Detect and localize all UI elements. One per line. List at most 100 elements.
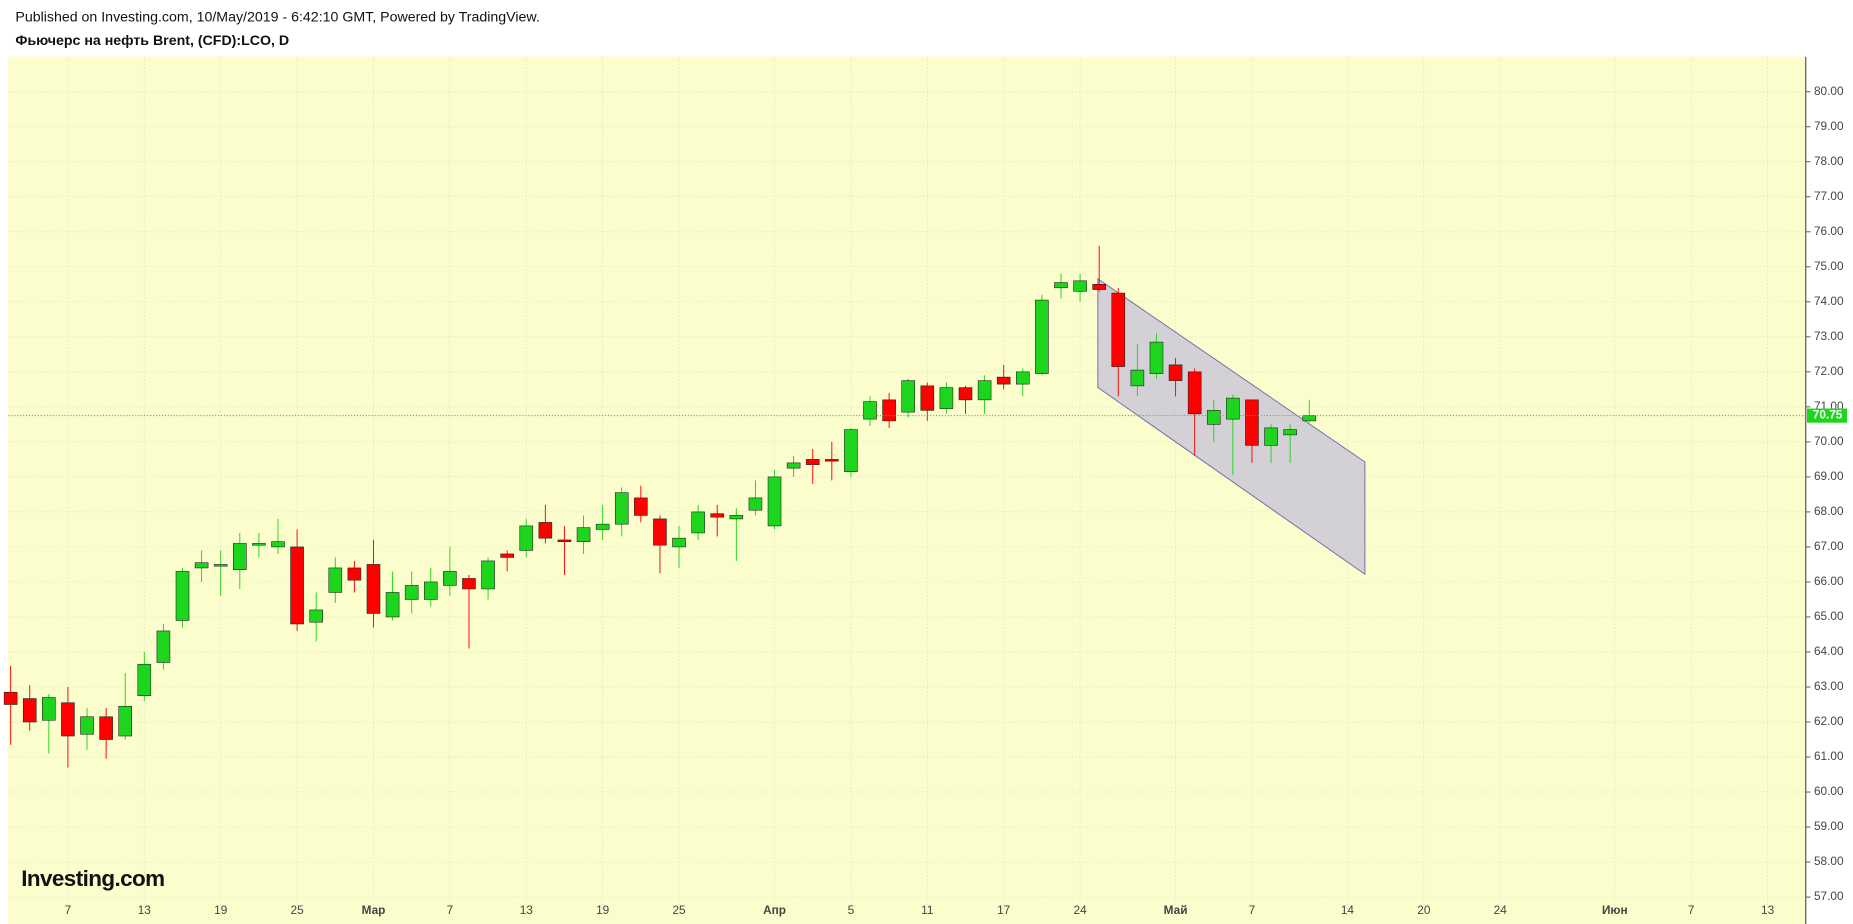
x-tick-label: 25 (672, 903, 686, 917)
candle-body (175, 571, 190, 621)
x-tick-label: 25 (291, 903, 305, 917)
x-tick-label: 7 (1688, 903, 1695, 917)
y-tick-label: 60.00 (1814, 784, 1844, 798)
candle-body (156, 630, 171, 663)
candle-body (271, 541, 285, 548)
candle-body (1187, 371, 1202, 415)
y-tick-label: 57.00 (1814, 889, 1844, 903)
candle-body (1264, 427, 1278, 446)
candle-body (767, 476, 782, 527)
candle-body (385, 592, 400, 618)
x-tick-label: 5 (848, 903, 855, 917)
y-tick-label: 77.00 (1814, 189, 1844, 203)
candle-body (80, 716, 94, 735)
candle-body (1054, 282, 1068, 289)
candle-body (939, 387, 954, 409)
y-tick-label: 69.00 (1814, 469, 1844, 483)
y-tick-label: 58.00 (1814, 854, 1844, 868)
plot-background (8, 56, 1806, 919)
candle-body (252, 543, 266, 546)
candle-body (366, 564, 381, 614)
candle-body (1206, 410, 1221, 425)
trend-channel (1097, 277, 1366, 576)
candle-body (710, 513, 725, 518)
candle-body (825, 459, 839, 462)
candle-body (844, 429, 858, 472)
candle-body (328, 567, 343, 593)
candle-body (805, 459, 820, 465)
candle-body (691, 511, 705, 534)
y-tick-label: 61.00 (1814, 749, 1844, 763)
candle-body (1302, 415, 1317, 422)
y-tick-label: 74.00 (1814, 294, 1844, 308)
candle-body (634, 497, 648, 516)
candle-body (1073, 280, 1087, 292)
candle-body (729, 515, 744, 520)
x-tick-label: 13 (1761, 903, 1775, 917)
x-tick-label: 24 (1074, 903, 1088, 917)
y-tick-label: 72.00 (1814, 364, 1844, 378)
last-price-label: 70.75 (1813, 408, 1843, 422)
candle-body (194, 562, 209, 569)
x-tick-label: 7 (65, 903, 72, 917)
y-tick-label: 68.00 (1814, 504, 1844, 518)
chart-title: Фьючерс на нефть Brent, (CFD):LCO, D (15, 33, 289, 49)
y-tick-label: 79.00 (1814, 119, 1844, 133)
y-tick-label: 80.00 (1814, 84, 1844, 98)
candle-body (786, 462, 801, 469)
candle-body (672, 537, 686, 548)
y-tick-label: 78.00 (1814, 154, 1844, 168)
candle-body (22, 698, 37, 723)
y-tick-label: 65.00 (1814, 609, 1844, 623)
candle-body (42, 697, 56, 721)
x-tick-label: 13 (520, 903, 534, 917)
header: Published on Investing.com, 10/May/2019 … (15, 9, 539, 25)
y-tick-label: 59.00 (1814, 819, 1844, 833)
x-tick-label: 13 (138, 903, 152, 917)
y-tick-label: 63.00 (1814, 679, 1844, 693)
y-tick-label: 62.00 (1814, 714, 1844, 728)
candle-body (1283, 429, 1297, 436)
candle-body (404, 585, 419, 600)
candle-body (538, 522, 553, 539)
x-tick-label: 19 (596, 903, 609, 917)
candle-body (1245, 399, 1259, 446)
candle-body (118, 705, 133, 737)
candle-body (519, 525, 534, 551)
x-tick-label: 14 (1341, 903, 1355, 917)
candle-body (347, 567, 362, 581)
candle-body (137, 663, 152, 697)
x-tick-label: Июн (1602, 903, 1628, 917)
x-tick-label: 19 (214, 903, 227, 917)
y-tick-label: 73.00 (1814, 329, 1844, 343)
candle-body (1168, 364, 1183, 381)
candle-body (920, 385, 935, 411)
candle-body (595, 523, 610, 530)
x-tick-label: Май (1164, 903, 1188, 917)
candle-body (99, 716, 113, 740)
candle-body (1111, 292, 1126, 367)
candle-body (309, 609, 323, 623)
candle-body (1092, 284, 1106, 290)
x-tick-label: 7 (1249, 903, 1256, 917)
candle-body (423, 581, 438, 600)
candle-body (557, 539, 572, 542)
candle-body (882, 399, 896, 422)
axis-background (8, 918, 1806, 924)
candle-body (481, 560, 495, 590)
candle-body (748, 497, 763, 511)
candle-body (653, 518, 667, 546)
candle-body (213, 564, 228, 567)
candle-body (443, 571, 457, 586)
candle-body (290, 546, 304, 625)
last-price-tag (1806, 408, 1848, 423)
x-tick-label: 17 (997, 903, 1010, 917)
candle-body (233, 543, 247, 570)
y-tick-label: 64.00 (1814, 644, 1844, 658)
y-tick-label: 75.00 (1814, 259, 1844, 273)
candle-body (863, 401, 877, 420)
candles (3, 245, 1317, 768)
candle-body (977, 380, 992, 401)
